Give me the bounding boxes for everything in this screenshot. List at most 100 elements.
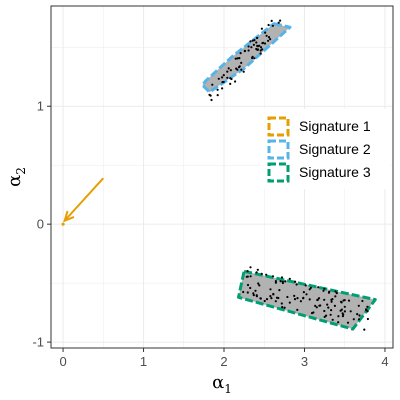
data-point <box>247 276 249 278</box>
data-point <box>247 291 249 293</box>
data-point <box>252 292 254 294</box>
data-point <box>270 297 272 299</box>
data-point <box>358 318 360 320</box>
data-point <box>312 311 314 313</box>
data-point <box>310 287 312 289</box>
data-point <box>366 306 368 308</box>
data-point <box>322 290 324 292</box>
data-point <box>238 57 240 59</box>
data-point <box>251 57 253 59</box>
data-point <box>332 319 334 321</box>
y-tick-label: 1 <box>37 99 44 114</box>
data-point <box>240 52 242 54</box>
data-point <box>289 302 291 304</box>
data-point <box>223 74 225 76</box>
data-point <box>358 305 360 307</box>
data-point <box>347 322 349 324</box>
data-point <box>261 28 263 30</box>
data-point <box>256 271 258 273</box>
data-point <box>265 274 267 276</box>
legend-key <box>269 141 288 158</box>
data-point <box>257 282 259 284</box>
data-point <box>342 312 344 314</box>
data-point <box>249 266 251 268</box>
data-point <box>337 321 339 323</box>
y-ticks: -1 0 1 <box>32 99 51 350</box>
data-point <box>334 305 336 307</box>
data-point <box>264 42 266 44</box>
data-point <box>327 307 329 309</box>
legend-key <box>269 118 288 135</box>
data-point <box>276 297 278 299</box>
data-point <box>303 291 305 293</box>
data-point <box>261 273 263 275</box>
data-point <box>317 286 319 288</box>
legend-label: Signature 3 <box>299 164 371 180</box>
data-point <box>229 83 231 85</box>
data-point <box>309 298 311 300</box>
data-point <box>236 69 238 71</box>
data-point <box>248 45 250 47</box>
data-point <box>361 300 363 302</box>
data-point <box>294 281 296 283</box>
data-point <box>254 290 256 292</box>
data-point <box>316 306 318 308</box>
data-point <box>272 293 274 295</box>
x-axis-title-main: α <box>212 372 224 393</box>
data-point <box>266 298 268 300</box>
x-tick-label: 0 <box>59 354 66 369</box>
data-point <box>269 288 271 290</box>
data-point <box>255 41 257 43</box>
data-point <box>230 69 232 71</box>
data-point <box>340 310 342 312</box>
data-point <box>267 40 269 42</box>
data-point <box>330 314 332 316</box>
data-point <box>337 315 339 317</box>
legend: Signature 1 Signature 2 Signature 3 <box>262 109 390 189</box>
data-point <box>296 309 298 311</box>
data-point <box>258 284 260 286</box>
data-point <box>324 316 326 318</box>
x-tick-label: 2 <box>220 354 227 369</box>
data-point <box>363 329 365 331</box>
data-point <box>242 291 244 293</box>
data-point <box>269 38 271 40</box>
data-point <box>210 99 212 101</box>
data-point <box>218 78 220 80</box>
data-point <box>323 299 325 301</box>
data-point <box>350 310 352 312</box>
data-point <box>249 40 251 42</box>
data-point <box>266 35 268 37</box>
x-axis-title: α1 <box>212 372 232 396</box>
data-point <box>305 293 307 295</box>
data-point <box>259 297 261 299</box>
data-point <box>240 69 242 71</box>
y-tick-label: 0 <box>37 217 44 232</box>
data-point <box>264 31 266 33</box>
data-point <box>319 304 321 306</box>
data-point <box>305 284 307 286</box>
data-point <box>247 270 249 272</box>
data-point <box>271 20 273 22</box>
data-point <box>275 280 277 282</box>
data-point <box>284 307 286 309</box>
data-point <box>278 289 280 291</box>
data-point <box>235 58 237 60</box>
data-point <box>253 57 255 59</box>
x-tick-label: 4 <box>381 354 388 369</box>
data-point <box>289 278 291 280</box>
data-point <box>342 315 344 317</box>
region-fill <box>239 271 376 329</box>
data-point <box>326 304 328 306</box>
data-point <box>272 275 274 277</box>
arrow-shaft <box>65 178 104 220</box>
data-point <box>323 310 325 312</box>
origin-point <box>61 223 64 226</box>
data-point <box>348 300 350 302</box>
data-point <box>293 295 295 297</box>
data-point <box>257 45 259 47</box>
data-point <box>238 66 240 68</box>
data-point <box>342 299 344 301</box>
data-point <box>234 80 236 82</box>
